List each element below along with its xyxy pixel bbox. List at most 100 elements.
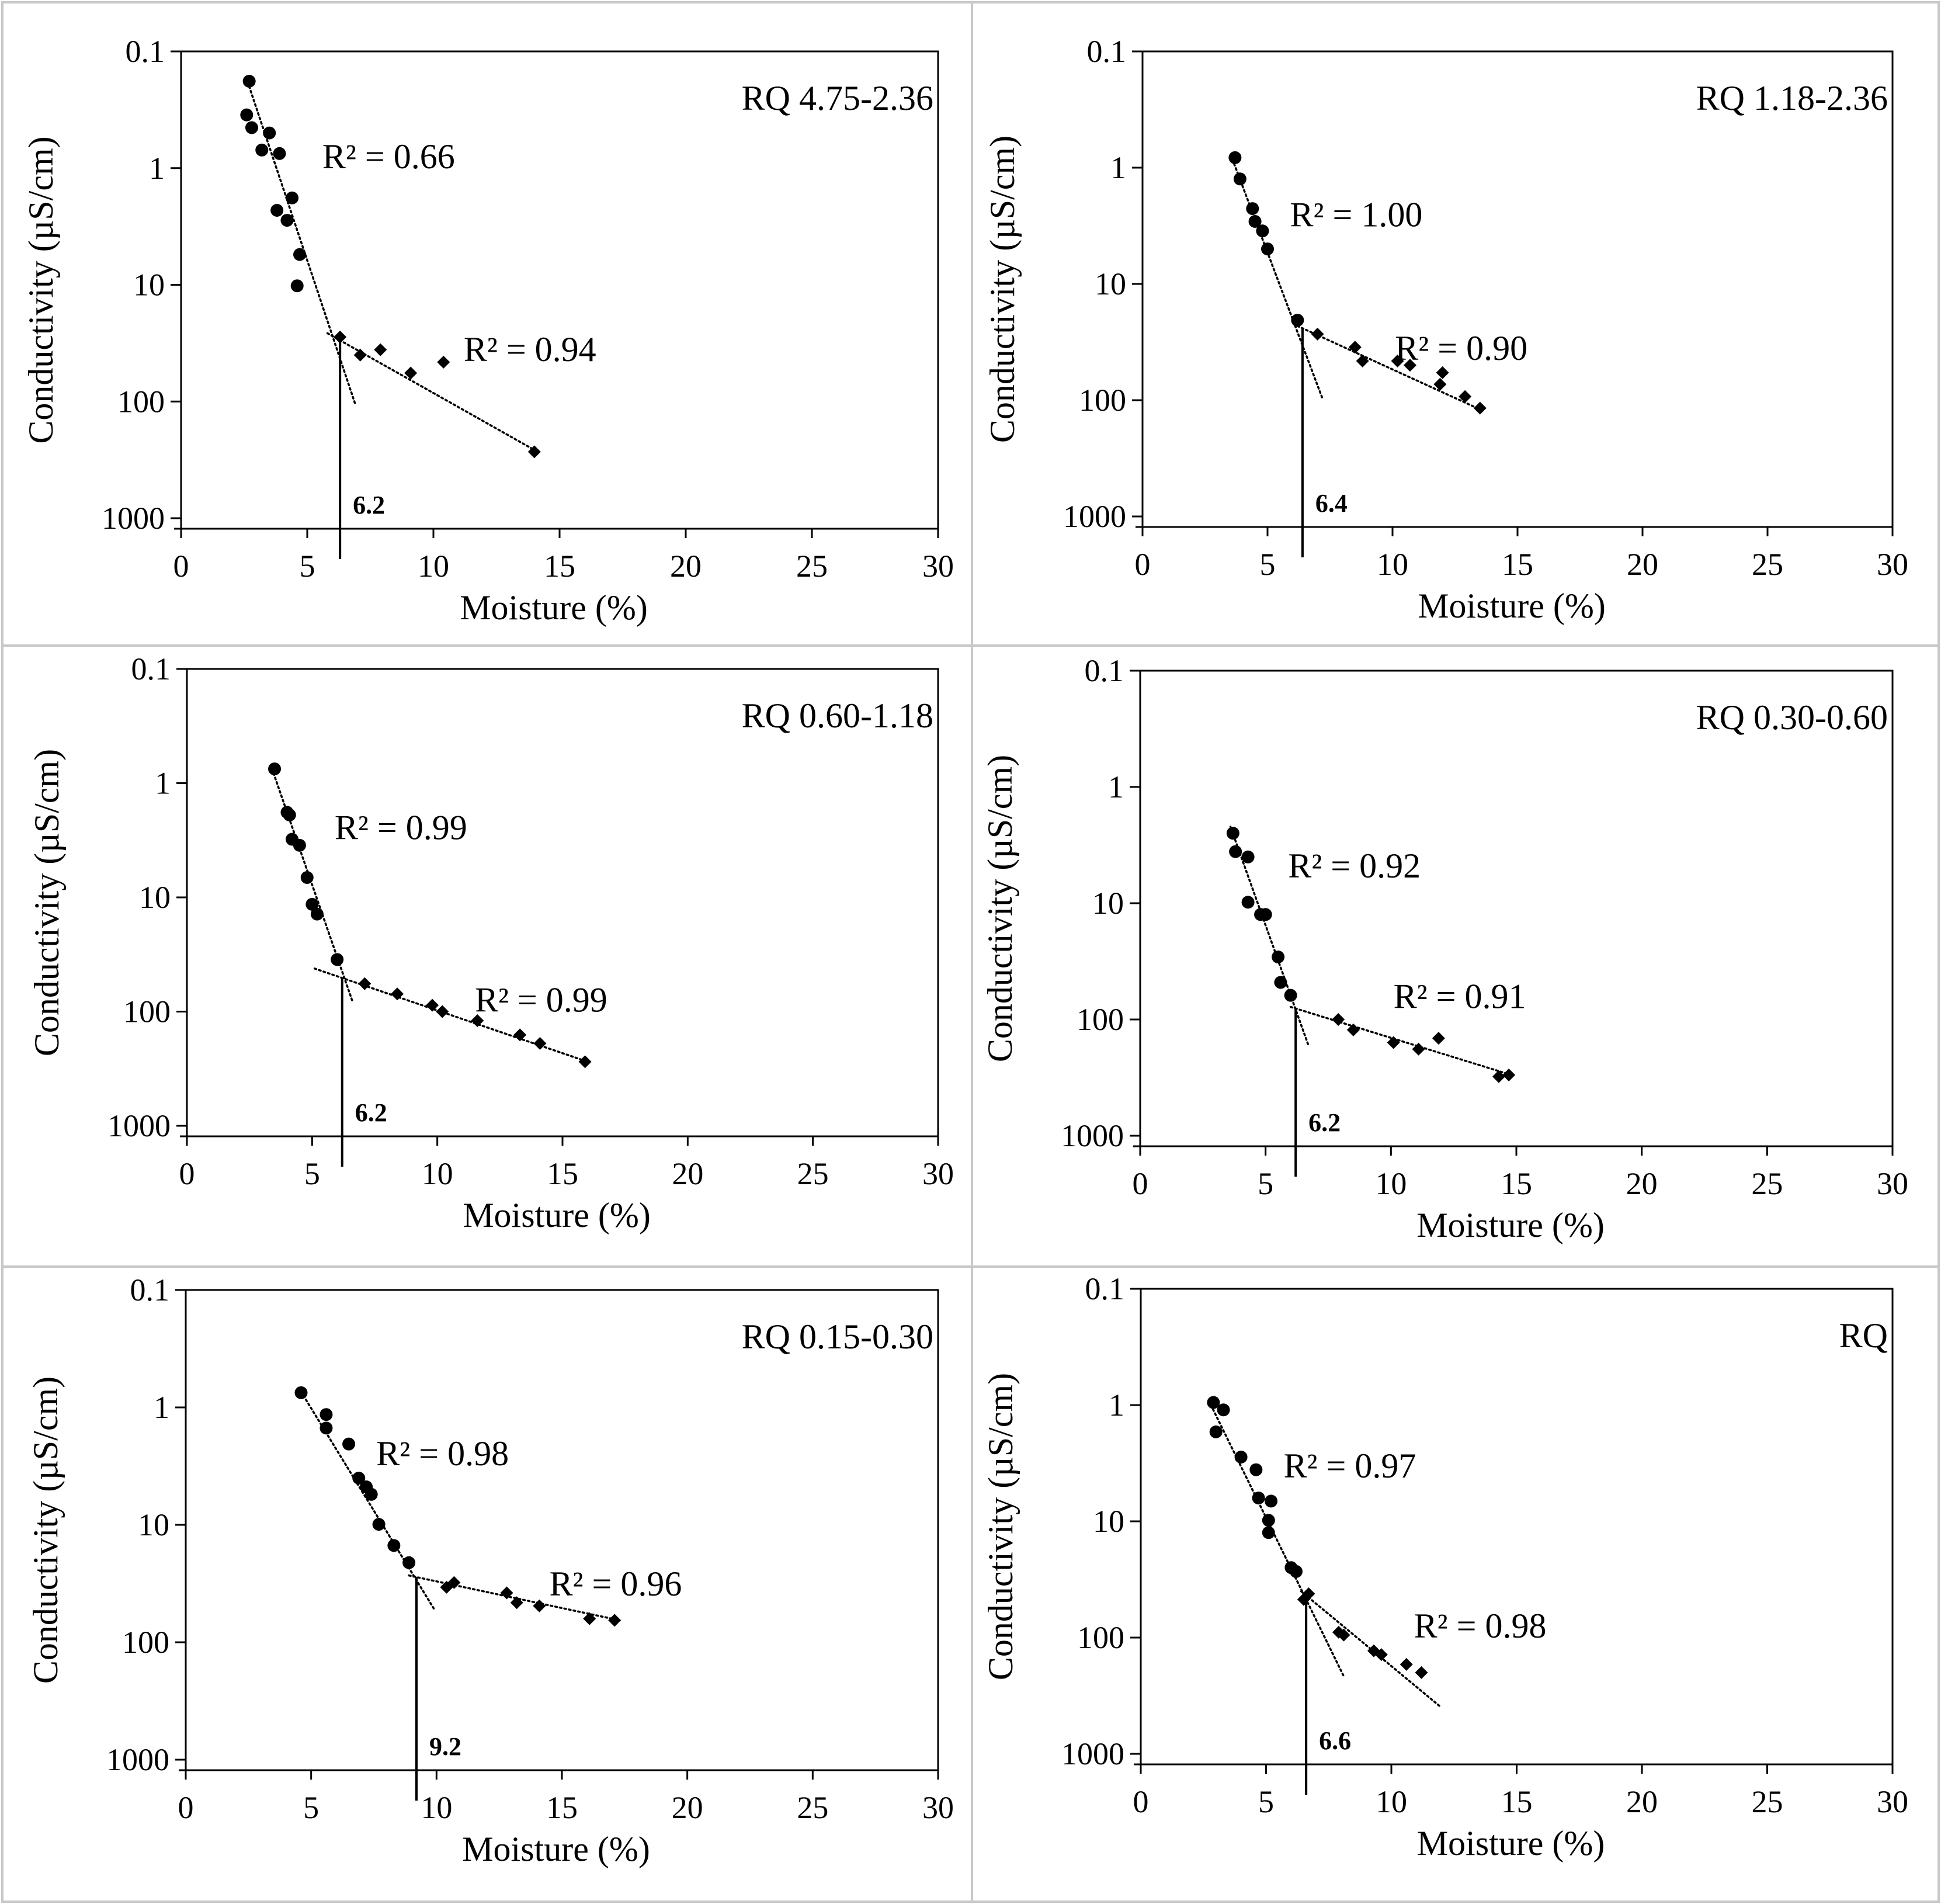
data-point-diamond — [1400, 1657, 1413, 1671]
data-point-circle — [1272, 951, 1285, 964]
x-axis-label: Moisture (%) — [463, 1196, 651, 1234]
r-squared-label: R² = 0.96 — [550, 1565, 682, 1603]
data-point-circle — [1246, 202, 1259, 216]
data-point-diamond — [1302, 1587, 1315, 1601]
y-tick-label: 1000 — [1063, 499, 1126, 534]
data-point-circle — [1274, 976, 1287, 989]
data-point-circle — [1228, 151, 1242, 164]
x-tick-label: 10 — [1375, 1166, 1407, 1201]
data-point-diamond — [1311, 327, 1324, 341]
x-tick-label: 0 — [178, 1790, 194, 1825]
breakpoint-label: 6.2 — [355, 1098, 387, 1127]
data-point-circle — [1207, 1396, 1220, 1409]
x-tick-label: 0 — [179, 1156, 195, 1191]
data-point-diamond — [374, 343, 387, 356]
y-axis-label: Conductivity (µS/cm) — [981, 1373, 1020, 1680]
data-point-diamond — [1332, 1013, 1345, 1026]
data-point-diamond — [447, 1576, 461, 1589]
data-point-diamond — [513, 1028, 527, 1042]
data-point-circle — [1226, 827, 1239, 840]
data-point-circle — [280, 214, 294, 227]
x-axis-label: Moisture (%) — [462, 1830, 650, 1868]
data-point-circle — [283, 808, 296, 821]
x-tick-label: 30 — [922, 549, 954, 584]
x-tick-label: 25 — [797, 1156, 829, 1191]
data-point-diamond — [1403, 359, 1416, 372]
data-point-circle — [1256, 224, 1269, 238]
y-tick-label: 0.1 — [1085, 1271, 1125, 1306]
data-point-diamond — [1356, 354, 1369, 367]
y-tick-label: 0.1 — [1087, 34, 1127, 69]
data-point-circle — [1289, 1565, 1303, 1578]
data-point-diamond — [1502, 1068, 1516, 1081]
plot-frame — [186, 668, 939, 1136]
y-tick-label: 1000 — [1061, 1736, 1124, 1771]
plot-frame — [1139, 670, 1894, 1146]
r-squared-label: R² = 0.99 — [335, 809, 467, 847]
x-tick-label: 0 — [1133, 1784, 1149, 1819]
y-axis-label: Conductivity (µS/cm) — [22, 136, 60, 443]
y-tick-label: 0.1 — [131, 651, 171, 686]
x-tick-label: 20 — [672, 1790, 703, 1825]
y-tick-label: 100 — [1079, 383, 1126, 418]
data-point-diamond — [1412, 1042, 1425, 1056]
data-point-circle — [352, 1472, 366, 1485]
data-point-diamond — [533, 1036, 547, 1050]
trendline — [408, 1574, 613, 1620]
x-tick-label: 30 — [1877, 1166, 1908, 1201]
data-point-diamond — [1432, 1032, 1445, 1045]
data-point-circle — [387, 1539, 401, 1552]
y-tick-label: 1 — [1108, 769, 1124, 804]
chart-title: RQ — [1839, 1316, 1888, 1355]
x-tick-label: 15 — [544, 549, 575, 584]
x-tick-label: 25 — [1752, 547, 1783, 582]
breakpoint-label: 9.2 — [429, 1732, 461, 1761]
x-axis-label: Moisture (%) — [1416, 1206, 1605, 1244]
x-tick-label: 25 — [797, 1790, 828, 1825]
data-point-diamond — [583, 1612, 596, 1625]
data-point-circle — [320, 1421, 333, 1435]
y-tick-label: 0.1 — [126, 34, 165, 69]
y-tick-label: 10 — [1093, 1504, 1124, 1539]
data-point-circle — [290, 279, 304, 293]
trendline — [270, 768, 353, 1002]
data-point-circle — [273, 147, 286, 160]
data-point-circle — [1217, 1403, 1230, 1417]
x-tick-label: 5 — [1258, 1784, 1274, 1819]
r-squared-label: R² = 0.91 — [1394, 977, 1526, 1016]
data-point-circle — [255, 143, 269, 157]
data-point-circle — [1261, 242, 1274, 256]
x-axis-label: Moisture (%) — [460, 588, 648, 627]
y-tick-label: 0.1 — [130, 1272, 170, 1308]
data-point-diamond — [404, 366, 418, 380]
data-point-circle — [1249, 1463, 1263, 1476]
data-point-circle — [270, 204, 284, 217]
y-tick-label: 1 — [1110, 150, 1126, 185]
chart-title: RQ 0.15-0.30 — [742, 1317, 933, 1356]
data-point-diamond — [1346, 1023, 1360, 1036]
data-point-circle — [1265, 1494, 1278, 1508]
data-point-diamond — [1391, 354, 1404, 367]
x-tick-label: 15 — [547, 1156, 578, 1191]
x-tick-label: 0 — [1135, 547, 1151, 582]
plot-frame — [185, 1289, 939, 1770]
data-point-circle — [372, 1518, 386, 1531]
y-tick-label: 100 — [122, 1625, 169, 1660]
y-tick-label: 0.1 — [1085, 653, 1124, 688]
data-point-diamond — [1374, 1648, 1388, 1662]
data-point-diamond — [353, 348, 367, 362]
x-tick-label: 30 — [922, 1790, 954, 1825]
data-point-diamond — [1473, 401, 1487, 415]
x-tick-label: 30 — [1877, 1784, 1908, 1819]
x-tick-label: 20 — [670, 549, 702, 584]
y-tick-label: 1000 — [102, 501, 165, 536]
data-point-diamond — [1459, 390, 1472, 403]
x-tick-label: 0 — [173, 549, 189, 584]
r-squared-label: R² = 0.99 — [475, 981, 607, 1019]
